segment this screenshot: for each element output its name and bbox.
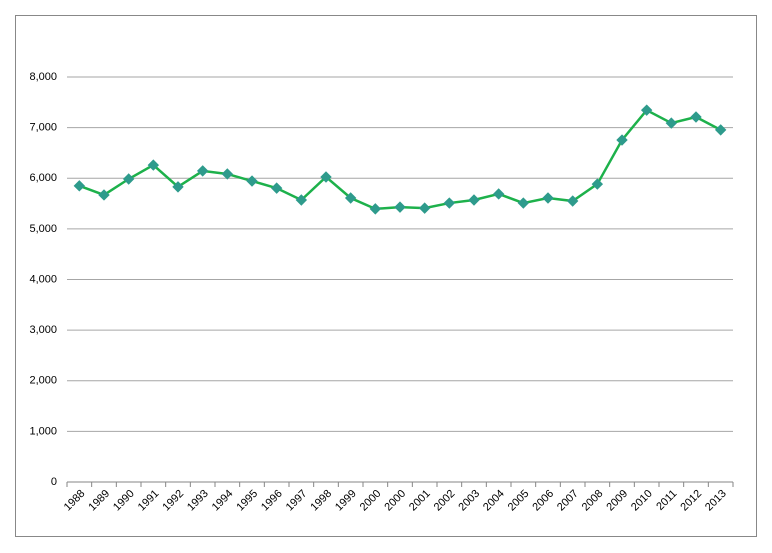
marker [221,168,234,180]
marker [122,173,135,185]
marker [468,194,480,206]
y-tick-label: 6,000 [29,172,57,184]
y-tick-label: 3,000 [29,324,57,336]
y-tick-label: 7,000 [29,122,57,134]
marker [616,134,628,146]
y-tick-label: 0 [51,476,57,488]
marker [147,159,160,171]
marker [246,175,258,187]
marker [591,178,604,190]
marker [714,124,727,136]
y-tick-label: 4,000 [29,273,57,285]
marker [344,192,357,204]
marker [196,165,209,177]
marker [542,192,554,204]
marker [172,181,184,193]
marker [690,111,702,123]
y-tick-label: 1,000 [29,425,57,437]
marker [73,180,86,192]
marker [98,189,110,201]
marker [369,203,382,215]
y-tick-label: 8,000 [29,71,57,83]
marker [517,197,530,209]
marker [566,195,579,207]
marker [665,117,678,129]
y-tick-label: 2,000 [29,375,57,387]
marker [640,104,653,116]
chart-frame [15,15,757,537]
marker [394,201,406,213]
marker [295,194,308,206]
marker [492,188,505,200]
y-tick-label: 5,000 [29,223,57,235]
marker [320,171,332,183]
marker [270,182,283,194]
marker [418,202,431,214]
marker [443,197,456,209]
